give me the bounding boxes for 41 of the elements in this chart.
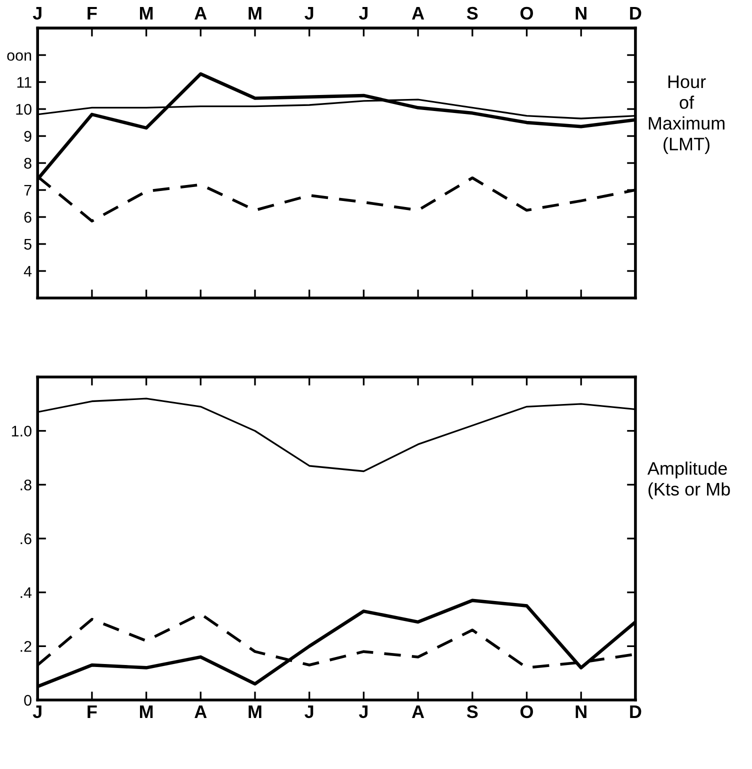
y-tick-label: 1.0	[12, 426, 32, 437]
x-tick-label: S	[466, 705, 478, 718]
y-tick-label: .4	[20, 587, 32, 598]
x-tick-label: A	[194, 7, 207, 20]
y-tick-label: 0	[24, 694, 32, 706]
y-tick-label: oon	[7, 52, 32, 61]
x-tick-label: J	[304, 706, 314, 718]
x-tick-label: J	[32, 7, 42, 20]
x-tick-label: J	[304, 7, 314, 20]
y-tick-label: 7	[24, 185, 32, 196]
x-tick-label: O	[520, 705, 534, 718]
x-tick-label: N	[576, 7, 586, 20]
x-tick-label: S	[466, 6, 478, 20]
y-tick-label: 6	[24, 212, 32, 223]
x-tick-label: M	[140, 7, 153, 20]
y-tick-label: .8	[20, 480, 32, 490]
y-tick-label: .2	[20, 641, 32, 652]
x-tick-label: M	[248, 706, 262, 718]
x-tick-label: A	[412, 706, 424, 718]
y-tick-label: 9	[24, 130, 32, 142]
x-tick-label: J	[358, 706, 368, 718]
y-axis-title: Hour of Maximum (LMT)	[648, 76, 724, 154]
x-tick-label: O	[520, 6, 534, 20]
x-tick-label: D	[630, 706, 642, 718]
y-axis-title: Amplitude (Kts or Mb	[647, 462, 730, 500]
x-tick-label: J	[32, 706, 42, 718]
y-tick-label: .6	[20, 533, 32, 544]
y-tick-label: 8	[24, 158, 32, 169]
y-tick-label: 11	[17, 77, 32, 88]
x-tick-label: J	[358, 7, 368, 20]
x-tick-label: M	[248, 7, 262, 20]
x-tick-label: M	[140, 706, 153, 718]
y-tick-label: 10	[16, 104, 32, 115]
y-tick-label: 4	[24, 266, 32, 277]
x-tick-label: F	[88, 706, 97, 718]
x-tick-label: D	[630, 7, 642, 20]
x-tick-label: A	[412, 7, 424, 20]
x-tick-label: N	[576, 706, 586, 718]
x-tick-label: A	[194, 706, 207, 718]
x-tick-label: F	[88, 7, 97, 20]
y-tick-label: 5	[24, 239, 32, 250]
